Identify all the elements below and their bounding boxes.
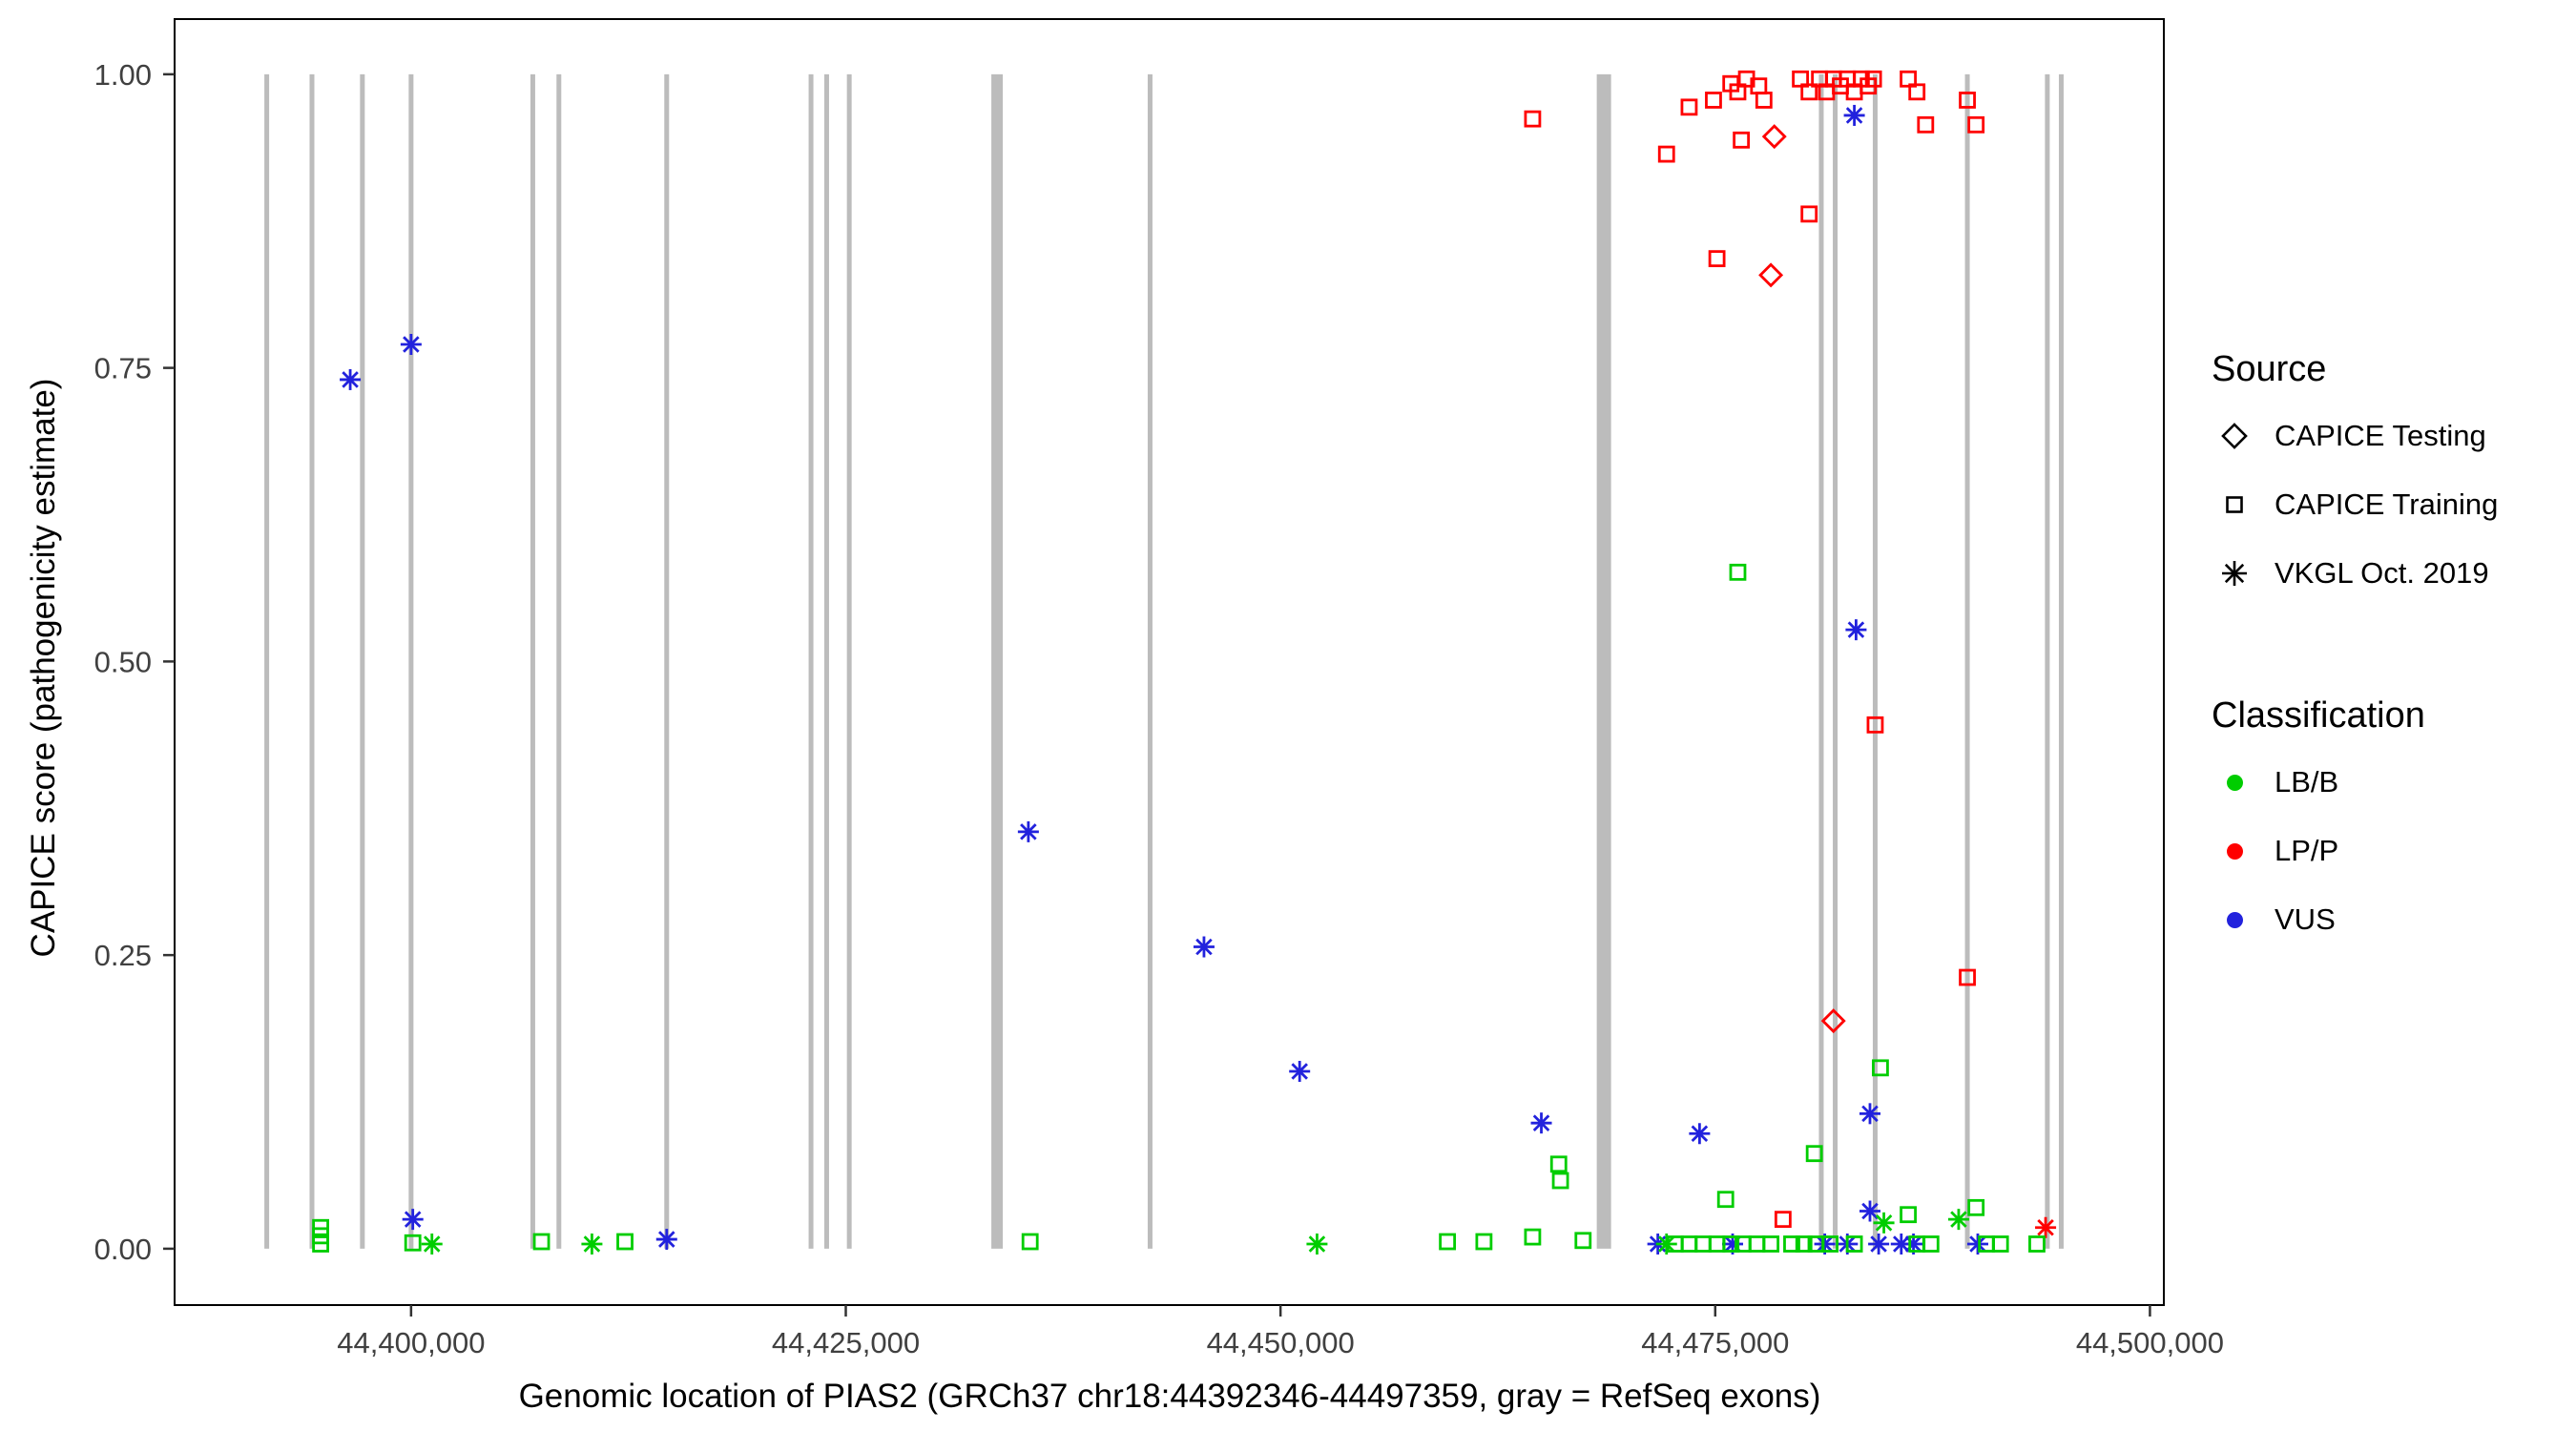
y-axis-title: CAPICE score (pathogenicity estimate) — [25, 378, 62, 958]
legend-source-title: Source — [2212, 349, 2327, 389]
diamond-icon — [2212, 413, 2257, 459]
blue-dot-icon — [2212, 897, 2257, 943]
svg-text:1.00: 1.00 — [94, 58, 152, 92]
legend-item-vus: VUS — [2212, 885, 2574, 954]
legend-item-label: LB/B — [2275, 765, 2339, 798]
legend-item-label: VKGL Oct. 2019 — [2275, 556, 2489, 590]
green-dot-icon — [2212, 759, 2257, 805]
svg-text:44,400,000: 44,400,000 — [337, 1326, 485, 1359]
legend-item-label: VUS — [2275, 902, 2336, 936]
legend-item-label: CAPICE Training — [2275, 487, 2499, 521]
svg-text:0.50: 0.50 — [94, 645, 152, 678]
asterisk-icon — [2212, 550, 2257, 596]
svg-text:44,450,000: 44,450,000 — [1207, 1326, 1355, 1359]
svg-text:0.25: 0.25 — [94, 939, 152, 972]
legend-item-vkgl: VKGL Oct. 2019 — [2212, 539, 2574, 608]
legend-item-label: LP/P — [2275, 834, 2339, 867]
x-axis-title: Genomic location of PIAS2 (GRCh37 chr18:… — [518, 1378, 1821, 1415]
red-dot-icon — [2212, 828, 2257, 874]
svg-text:44,500,000: 44,500,000 — [2076, 1326, 2224, 1359]
svg-text:44,425,000: 44,425,000 — [772, 1326, 920, 1359]
legend-item-lpp: LP/P — [2212, 817, 2574, 885]
legend-source-section: Source CAPICE Testing CAPICE Training — [2212, 349, 2574, 608]
svg-text:44,475,000: 44,475,000 — [1641, 1326, 1789, 1359]
legend-item-label: CAPICE Testing — [2275, 419, 2486, 452]
svg-text:0.00: 0.00 — [94, 1233, 152, 1266]
legend: Source CAPICE Testing CAPICE Training — [2212, 349, 2574, 954]
svg-text:0.75: 0.75 — [94, 352, 152, 385]
legend-classification-section: Classification LB/B LP/P VUS — [2212, 695, 2574, 954]
legend-classification-title: Classification — [2212, 695, 2425, 736]
legend-item-capice-training: CAPICE Training — [2212, 470, 2574, 539]
legend-item-lbb: LB/B — [2212, 748, 2574, 817]
square-icon — [2212, 482, 2257, 528]
legend-item-capice-testing: CAPICE Testing — [2212, 402, 2574, 470]
